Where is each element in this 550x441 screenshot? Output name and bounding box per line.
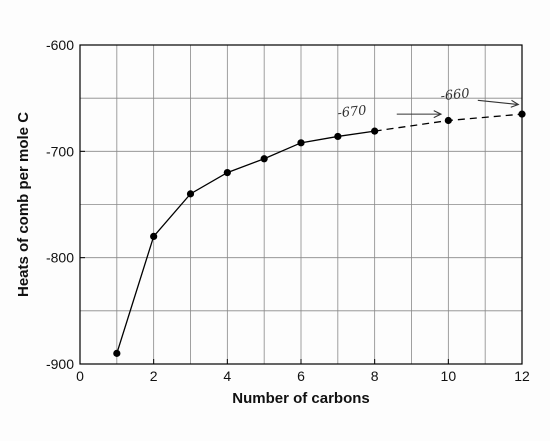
marker-layer — [113, 110, 526, 357]
y-tick-label: -600 — [46, 37, 74, 53]
plot-frame — [79, 44, 523, 365]
annotation-text: -660 — [440, 86, 471, 104]
annotation-arrowhead — [433, 110, 443, 119]
x-tick-label: 0 — [76, 368, 84, 384]
series-layer — [116, 113, 523, 354]
data-point — [371, 127, 379, 135]
x-tick-label: 2 — [150, 368, 158, 384]
data-point — [186, 190, 195, 198]
x-tick-label: 10 — [441, 368, 457, 384]
data-point — [297, 139, 305, 147]
data-point — [334, 132, 342, 141]
x-tick-label: 6 — [297, 368, 305, 384]
x-tick-label: 4 — [223, 368, 231, 384]
tick-layer: 0 2 4 6 8 10 12 -600 -700 -800 -900 — [46, 37, 530, 384]
annotation-layer: -670 -660 — [337, 86, 520, 121]
x-axis-title: Number of carbons — [232, 390, 370, 407]
data-point — [444, 116, 452, 125]
y-tick-label: -900 — [46, 356, 74, 372]
x-tick-label: 12 — [514, 368, 530, 384]
data-point — [223, 169, 231, 177]
annotation-arrowhead — [510, 99, 520, 108]
y-axis-title: Heats of comb per mole C — [15, 112, 32, 297]
annotation-arrow — [477, 99, 519, 106]
annotation-text: -670 — [337, 103, 368, 121]
y-tick-label: -700 — [46, 143, 74, 159]
x-tick-label: 8 — [371, 368, 379, 384]
y-tick-label: -800 — [46, 250, 74, 266]
data-point — [113, 349, 121, 357]
data-point — [260, 155, 268, 163]
data-point — [150, 232, 158, 240]
grid-layer — [80, 45, 522, 364]
series-line-solid — [116, 130, 375, 354]
